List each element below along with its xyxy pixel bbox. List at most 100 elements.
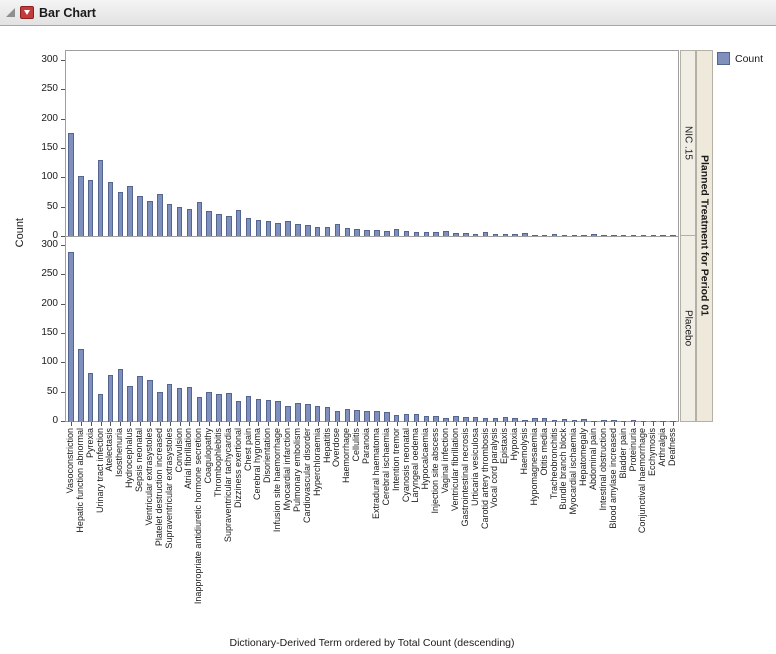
bar[interactable] <box>285 405 291 422</box>
bar[interactable] <box>137 376 143 422</box>
bar[interactable] <box>324 227 331 236</box>
x-tick-label[interactable]: Ventricular extrasystoles <box>143 428 154 526</box>
bar[interactable] <box>403 231 410 236</box>
bar[interactable] <box>453 416 459 422</box>
bar[interactable] <box>127 185 133 236</box>
bar[interactable] <box>482 418 489 422</box>
bar[interactable] <box>235 400 242 422</box>
bar[interactable] <box>551 233 558 236</box>
bar[interactable] <box>68 251 74 422</box>
bar[interactable] <box>443 230 449 236</box>
x-tick-label[interactable]: Blood amylase increased <box>607 428 618 529</box>
bar[interactable] <box>226 392 232 422</box>
x-tick-label[interactable]: Cardiovascular disorder <box>301 428 312 524</box>
bar[interactable] <box>324 407 331 422</box>
bar[interactable] <box>275 400 281 422</box>
bar[interactable] <box>157 391 163 422</box>
red-triangle-menu-button[interactable] <box>20 6 34 19</box>
panel-label-placebo[interactable]: Placebo <box>680 236 696 422</box>
bar[interactable] <box>107 182 114 236</box>
bar[interactable] <box>581 235 587 236</box>
bar[interactable] <box>157 193 163 236</box>
bar[interactable] <box>561 419 568 422</box>
bar[interactable] <box>541 234 548 236</box>
bar[interactable] <box>650 235 657 236</box>
bar[interactable] <box>472 233 479 236</box>
bar[interactable] <box>97 159 104 236</box>
bar[interactable] <box>611 235 617 236</box>
bar[interactable] <box>206 211 212 236</box>
bar[interactable] <box>463 416 469 422</box>
panel-placebo[interactable] <box>66 236 678 422</box>
bar[interactable] <box>541 418 548 422</box>
bar[interactable] <box>97 393 104 422</box>
x-axis-caption[interactable]: Dictionary-Derived Term ordered by Total… <box>229 637 515 649</box>
bar[interactable] <box>206 391 212 422</box>
bar[interactable] <box>640 420 647 422</box>
legend-count-swatch[interactable] <box>717 52 730 65</box>
bar[interactable] <box>620 420 627 422</box>
bar[interactable] <box>571 234 578 236</box>
x-tick-label[interactable]: Urticaria vesiculosa <box>469 428 480 507</box>
bar[interactable] <box>295 224 301 236</box>
bar[interactable] <box>334 224 341 236</box>
bar[interactable] <box>127 385 133 422</box>
x-tick-label[interactable]: Ventricular fibrillation <box>449 428 460 512</box>
x-tick-label[interactable]: Intention tremor <box>390 428 401 492</box>
bar[interactable] <box>344 409 351 422</box>
x-tick-label[interactable]: Hyperchloraemia <box>311 428 322 497</box>
bar[interactable] <box>551 420 558 422</box>
y-axis-title[interactable]: Count <box>14 218 26 248</box>
bar[interactable] <box>393 414 400 422</box>
bar[interactable] <box>78 176 84 236</box>
bar[interactable] <box>305 225 311 236</box>
bar[interactable] <box>314 226 321 236</box>
bar[interactable] <box>196 201 202 236</box>
bar[interactable] <box>443 417 449 422</box>
bar[interactable] <box>186 209 193 236</box>
bar[interactable] <box>561 234 568 236</box>
bar[interactable] <box>591 420 597 422</box>
x-tick-label[interactable]: Bladder pain <box>617 428 628 479</box>
bar[interactable] <box>334 411 341 422</box>
bar[interactable] <box>117 192 124 236</box>
bar[interactable] <box>670 235 676 236</box>
bar[interactable] <box>245 218 252 236</box>
x-tick-label[interactable]: Hypomagnesaemia <box>528 428 539 506</box>
bar[interactable] <box>670 421 676 422</box>
bar[interactable] <box>472 416 479 422</box>
x-tick-label[interactable]: Gastrointestinal necrosis <box>459 428 470 527</box>
panel-nic-15[interactable] <box>66 51 678 236</box>
x-tick-label[interactable]: Hepatic function abnormal <box>74 428 85 533</box>
bar[interactable] <box>611 420 617 422</box>
bar[interactable] <box>265 221 272 236</box>
x-tick-label[interactable]: Supraventricular tachycardia <box>222 428 233 543</box>
bar[interactable] <box>147 200 153 236</box>
bar[interactable] <box>413 414 420 422</box>
bar[interactable] <box>255 398 262 422</box>
bar[interactable] <box>640 235 647 236</box>
bar[interactable] <box>285 220 291 236</box>
bar[interactable] <box>305 404 311 422</box>
bar[interactable] <box>620 234 627 236</box>
bar[interactable] <box>463 233 469 236</box>
bar[interactable] <box>532 234 538 236</box>
bar[interactable] <box>453 233 459 236</box>
bar[interactable] <box>522 233 528 236</box>
bar[interactable] <box>78 348 84 422</box>
bar[interactable] <box>245 396 252 422</box>
bar[interactable] <box>423 231 430 236</box>
bar[interactable] <box>512 417 518 422</box>
bar[interactable] <box>117 369 124 422</box>
bar[interactable] <box>166 203 173 236</box>
bar[interactable] <box>265 399 272 422</box>
bar[interactable] <box>314 405 321 422</box>
bar[interactable] <box>522 419 528 422</box>
x-tick-label[interactable]: Cerebral ischaemia <box>380 428 391 506</box>
bar[interactable] <box>601 419 607 422</box>
x-tick-label[interactable]: Platelet destruction increased <box>153 428 164 547</box>
legend-count-label[interactable]: Count <box>735 52 764 65</box>
bar[interactable] <box>196 397 202 422</box>
bar[interactable] <box>384 230 390 236</box>
bar[interactable] <box>295 403 301 422</box>
